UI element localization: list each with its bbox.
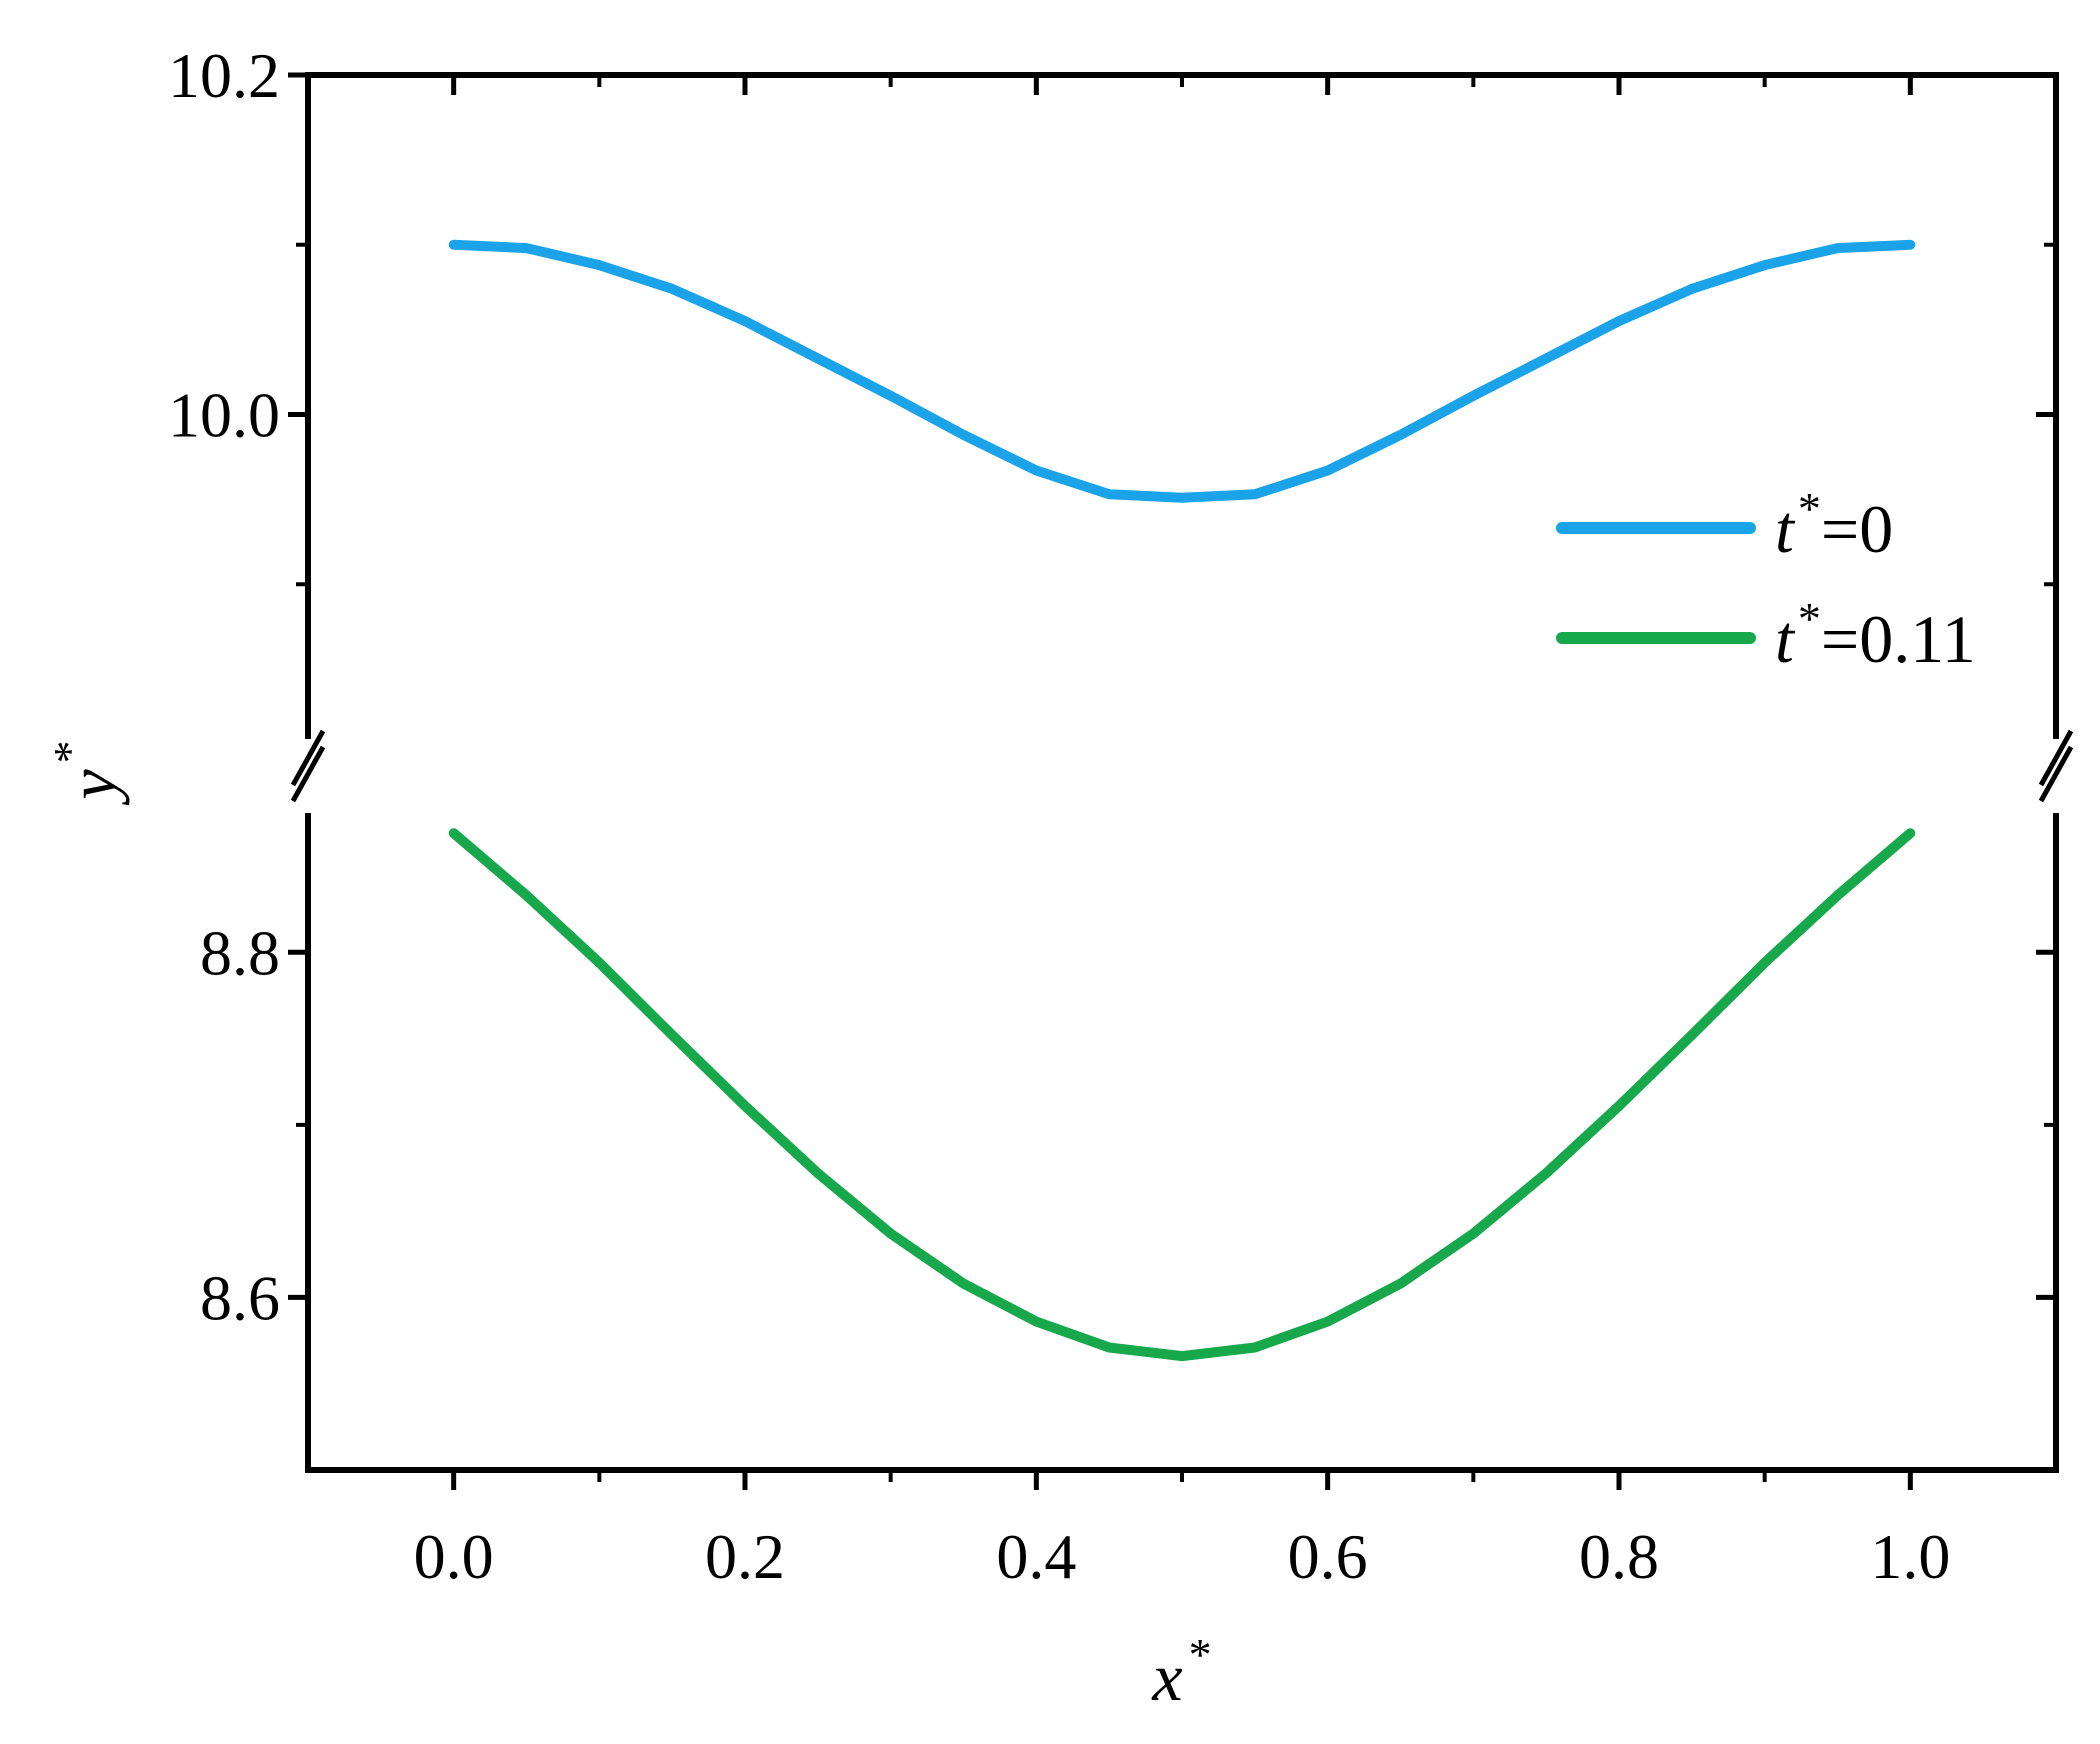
y-axis-title-group: y* (44, 740, 130, 805)
axis-titles: x *y* (44, 740, 1212, 1715)
x-tick-label: 1.0 (1870, 1521, 1950, 1592)
legend-label-sup: * (1798, 593, 1821, 644)
minor-ticks (296, 75, 2056, 1482)
legend-label-1: t*=0 (1775, 483, 1893, 567)
y-axis-title: y* (44, 740, 130, 805)
legend-label-var: t (1775, 491, 1796, 567)
x-tick-label: 0.8 (1579, 1521, 1659, 1592)
y-axis-title-sup: * (44, 740, 95, 763)
axis-break-slash-right-2 (2038, 745, 2074, 803)
x-axis-title: x * (1151, 1629, 1211, 1715)
axis-break-marks (290, 729, 2074, 803)
legend-label-var: t (1775, 601, 1796, 677)
plot-frame (305, 72, 2059, 1473)
legend: t*=0t*=0.11 (1556, 483, 1976, 677)
legend-label-suffix: =0 (1821, 491, 1893, 567)
legend-label-suffix: =0.11 (1821, 601, 1976, 677)
y-axis-title-base: y (54, 769, 130, 806)
x-axis-title-base: x (1151, 1639, 1182, 1715)
y-tick-label: 8.8 (200, 917, 280, 988)
x-tick-label: 0.4 (996, 1521, 1076, 1592)
x-tick-label: 0.0 (414, 1521, 494, 1592)
legend-label-2: t*=0.11 (1775, 593, 1976, 677)
series-line-1 (448, 239, 1916, 503)
y-tick-label: 10.0 (168, 380, 280, 451)
series-layer (448, 239, 1916, 1362)
series-line-2 (448, 828, 1916, 1362)
axis-break-slash-left-1 (290, 729, 326, 787)
x-tick-label: 0.6 (1288, 1521, 1368, 1592)
major-ticks (288, 72, 2056, 1490)
tick-labels: 0.0 0.2 0.4 0.6 0.8 1.0 10.0 10.2 8.6 8.8 (168, 40, 1950, 1592)
axis-break-slash-right-1 (2038, 729, 2074, 787)
x-tick-label: 0.2 (705, 1521, 785, 1592)
y-tick-label: 10.2 (168, 40, 280, 111)
x-axis-title-sup: * (1189, 1629, 1212, 1680)
axis-break-slash-left-2 (290, 745, 326, 803)
y-tick-label: 8.6 (200, 1262, 280, 1333)
legend-label-sup: * (1798, 483, 1821, 534)
